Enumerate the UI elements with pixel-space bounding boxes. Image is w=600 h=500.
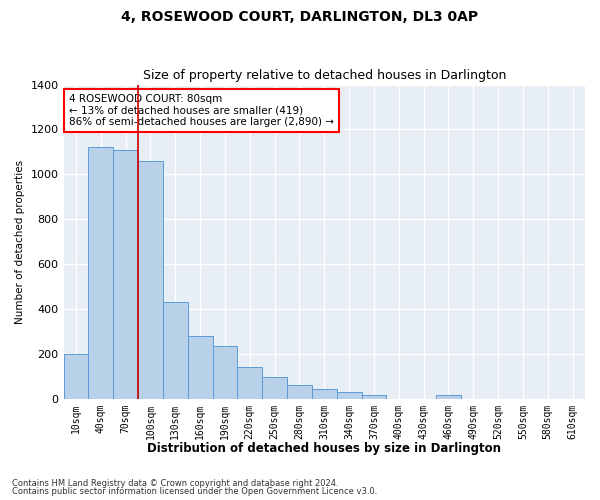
Text: 4 ROSEWOOD COURT: 80sqm
← 13% of detached houses are smaller (419)
86% of semi-d: 4 ROSEWOOD COURT: 80sqm ← 13% of detache… <box>69 94 334 127</box>
Bar <box>138 161 163 399</box>
Bar <box>88 148 113 399</box>
Bar <box>64 354 88 399</box>
Bar <box>287 384 312 399</box>
Text: 4, ROSEWOOD COURT, DARLINGTON, DL3 0AP: 4, ROSEWOOD COURT, DARLINGTON, DL3 0AP <box>121 10 479 24</box>
Bar <box>337 392 362 399</box>
Bar <box>113 150 138 399</box>
Bar <box>212 346 238 399</box>
Bar <box>312 389 337 399</box>
Bar <box>262 376 287 399</box>
Bar <box>362 394 386 399</box>
Title: Size of property relative to detached houses in Darlington: Size of property relative to detached ho… <box>143 69 506 82</box>
Bar <box>163 302 188 399</box>
Text: Contains public sector information licensed under the Open Government Licence v3: Contains public sector information licen… <box>12 487 377 496</box>
Bar <box>188 336 212 399</box>
Bar <box>436 394 461 399</box>
Y-axis label: Number of detached properties: Number of detached properties <box>15 160 25 324</box>
X-axis label: Distribution of detached houses by size in Darlington: Distribution of detached houses by size … <box>147 442 501 455</box>
Text: Contains HM Land Registry data © Crown copyright and database right 2024.: Contains HM Land Registry data © Crown c… <box>12 478 338 488</box>
Bar <box>238 366 262 399</box>
